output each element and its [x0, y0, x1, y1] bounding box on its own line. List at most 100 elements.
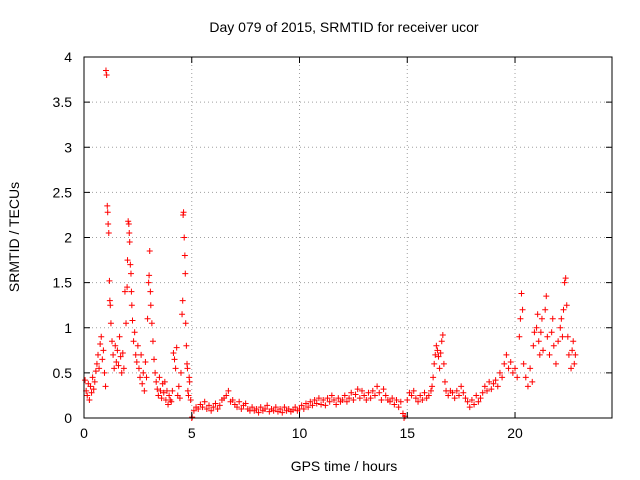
data-point: [458, 383, 465, 390]
data-point: [367, 395, 374, 402]
data-point: [102, 67, 109, 74]
data-point: [137, 374, 144, 381]
data-point: [158, 395, 165, 402]
data-point: [184, 365, 191, 372]
axis-ticks: [83, 56, 612, 419]
data-point: [356, 395, 363, 402]
data-point: [415, 398, 422, 405]
data-point: [236, 398, 243, 405]
data-point: [168, 398, 175, 405]
data-point: [90, 386, 97, 393]
data-point: [544, 333, 551, 340]
y-tick-label: 2: [64, 230, 72, 246]
data-point: [130, 338, 137, 345]
data-point: [127, 270, 134, 277]
y-tick-label: 0: [64, 410, 72, 426]
data-point: [361, 392, 368, 399]
data-point: [179, 311, 186, 318]
data-point: [152, 369, 159, 376]
data-point: [315, 395, 322, 402]
data-point: [540, 347, 547, 354]
data-point: [352, 391, 359, 398]
data-point: [548, 329, 555, 336]
data-point: [572, 351, 579, 358]
data-point: [166, 392, 173, 399]
data-point: [374, 383, 381, 390]
data-point: [281, 404, 288, 411]
data-point: [147, 288, 154, 295]
data-point: [341, 392, 348, 399]
data-point: [110, 351, 117, 358]
data-point: [185, 392, 192, 399]
data-point: [563, 302, 570, 309]
data-point: [530, 342, 537, 349]
data-point: [182, 270, 189, 277]
data-point: [562, 275, 569, 282]
data-point: [559, 333, 566, 340]
data-point: [376, 389, 383, 396]
data-point: [475, 398, 482, 405]
data-point: [98, 333, 105, 340]
x-tick-label: 10: [292, 425, 308, 441]
data-point: [307, 398, 314, 405]
data-point: [486, 378, 493, 385]
data-point: [537, 329, 544, 336]
data-point: [348, 389, 355, 396]
data-point: [124, 284, 131, 291]
data-point: [234, 404, 241, 411]
data-point: [144, 315, 151, 322]
data-point: [564, 333, 571, 340]
data-point: [522, 374, 529, 381]
data-point: [568, 365, 575, 372]
data-point: [549, 315, 556, 322]
data-point: [119, 350, 126, 357]
data-point: [520, 360, 527, 367]
data-point: [176, 395, 183, 402]
data-point: [112, 342, 119, 349]
data-point: [153, 378, 160, 385]
data-point: [560, 306, 567, 313]
data-point: [270, 407, 277, 414]
y-tick-label: 1: [64, 320, 72, 336]
data-point: [182, 320, 189, 327]
data-point: [436, 365, 443, 372]
data-point: [114, 347, 121, 354]
data-point: [462, 395, 469, 402]
data-point: [111, 365, 118, 372]
data-point: [208, 407, 215, 414]
data-point: [186, 378, 193, 385]
data-point: [326, 398, 333, 405]
data-point: [417, 392, 424, 399]
data-point: [512, 365, 519, 372]
data-point: [190, 407, 197, 414]
data-point: [128, 288, 135, 295]
data-point: [229, 396, 236, 403]
data-point: [131, 329, 138, 336]
data-point: [155, 392, 162, 399]
data-point: [277, 405, 284, 412]
data-point: [404, 396, 411, 403]
data-point: [170, 350, 177, 357]
data-point: [529, 378, 536, 385]
data-point: [91, 378, 98, 385]
data-point: [536, 351, 543, 358]
grid: [84, 57, 612, 418]
data-point: [163, 387, 170, 394]
data-point: [125, 220, 132, 227]
data-point: [382, 392, 389, 399]
data-point: [160, 389, 167, 396]
data-point: [104, 209, 111, 216]
data-point: [116, 333, 123, 340]
data-point: [339, 396, 346, 403]
data-points: [82, 67, 579, 421]
data-point: [97, 340, 104, 347]
data-point: [320, 396, 327, 403]
data-point: [333, 401, 340, 408]
data-point: [157, 387, 164, 394]
data-point: [324, 395, 331, 402]
data-point: [305, 404, 312, 411]
data-point: [517, 315, 524, 322]
data-point: [419, 396, 426, 403]
data-point: [561, 279, 568, 286]
data-point: [109, 338, 116, 345]
